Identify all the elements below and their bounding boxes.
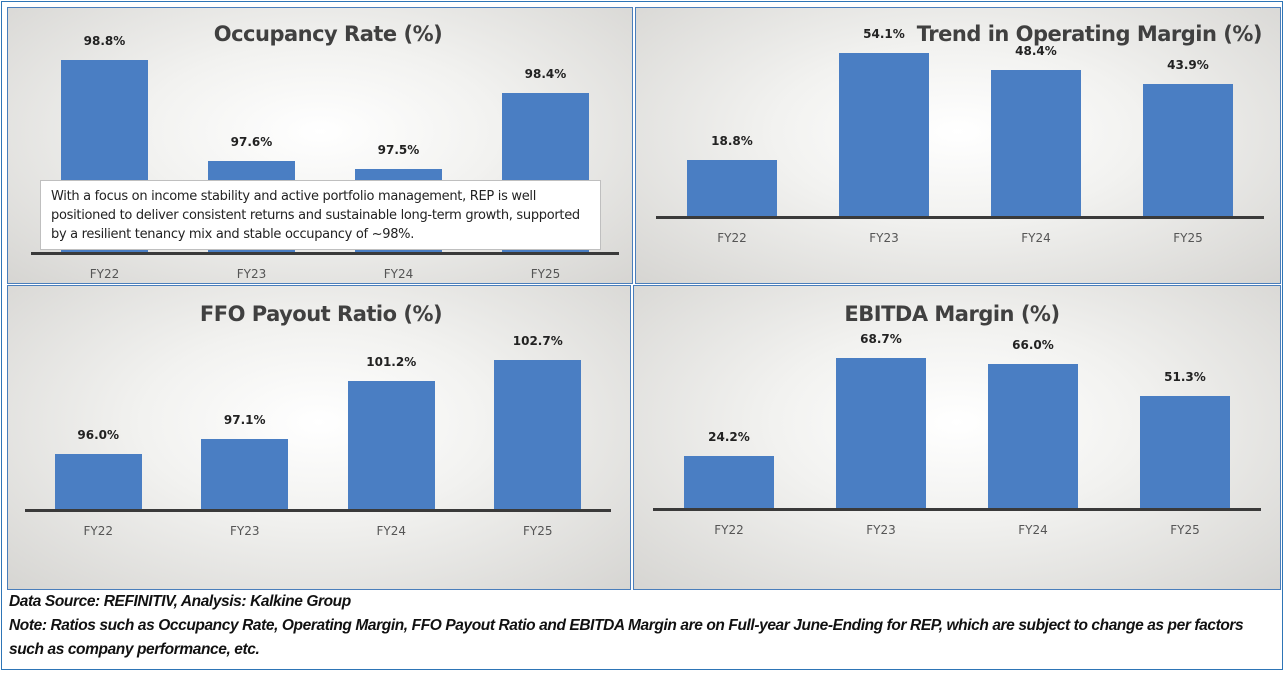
value-label: 24.2% <box>708 429 750 444</box>
chart-title: Occupancy Rate (%) <box>213 22 443 46</box>
plot-area: 96.0% FY22 97.1% FY23 101.2% FY24 102.7% FY25 <box>25 334 611 538</box>
category-label: FY22 <box>717 231 747 245</box>
value-label: 102.7% <box>512 334 563 349</box>
value-label: 18.8% <box>711 133 753 148</box>
data-source: Data Source: REFINITIV, Analysis: Kalkin… <box>9 593 351 610</box>
value-label: 54.1% <box>863 26 905 41</box>
value-label: 48.4% <box>1015 44 1057 59</box>
bar-fy23 <box>201 438 289 510</box>
footer: Data Source: REFINITIV, Analysis: Kalkin… <box>9 590 1279 662</box>
bar-fy25 <box>1142 83 1234 217</box>
value-label: 98.8% <box>83 33 126 48</box>
category-label: FY24 <box>1018 523 1048 537</box>
value-label: 51.3% <box>1164 370 1206 385</box>
value-label: 98.4% <box>524 67 567 82</box>
category-label: FY24 <box>1021 231 1051 245</box>
value-label: 68.7% <box>860 331 902 346</box>
category-label: FY22 <box>89 267 120 281</box>
category-label: FY22 <box>83 524 113 538</box>
value-label: 97.5% <box>377 143 420 157</box>
category-label: FY22 <box>714 523 744 537</box>
bar-fy25 <box>494 360 582 510</box>
category-label: FY23 <box>229 524 260 538</box>
value-label: 97.1% <box>223 412 266 427</box>
x-axis-line <box>656 216 1264 219</box>
bar-fy22 <box>54 454 142 510</box>
category-label: FY23 <box>236 267 267 281</box>
ffo-payout-chart: FFO Payout Ratio (%) 96.0% FY22 97.1% FY23 1… <box>7 285 631 590</box>
value-label: 43.9% <box>1167 57 1209 72</box>
ebitda-margin-chart: EBITDA Margin (%) 24.2% FY22 68.7% FY23 66.0… <box>633 285 1281 590</box>
category-label: FY25 <box>1170 523 1200 537</box>
bar-fy24 <box>990 70 1082 217</box>
value-label: 96.0% <box>77 428 120 442</box>
value-label: 101.2% <box>366 355 417 370</box>
footnote: Note: Ratios such as Occupancy Rate, Ope… <box>9 617 1244 658</box>
category-label: FY23 <box>866 523 896 537</box>
bar-fy23 <box>835 357 927 509</box>
category-label: FY23 <box>869 231 899 245</box>
bar-fy22 <box>686 159 778 217</box>
bar-fy22 <box>683 455 775 509</box>
plot-area: 18.8% FY22 54.1% FY23 48.4% FY24 43.9% FY25 <box>656 27 1264 245</box>
category-label: FY24 <box>383 267 414 281</box>
x-axis-line <box>25 509 611 512</box>
chart-title: Trend in Operating Margin (%) <box>916 22 1263 46</box>
value-label: 66.0% <box>1012 337 1054 352</box>
plot-area: 24.2% FY22 68.7% FY23 66.0% FY24 51.3% FY25 <box>653 331 1261 537</box>
bar-fy23 <box>838 52 930 217</box>
bar-fy24 <box>987 363 1079 509</box>
category-label: FY25 <box>1173 231 1203 245</box>
chart-title: FFO Payout Ratio (%) <box>199 302 443 326</box>
x-axis-line <box>31 252 619 255</box>
bar-fy25 <box>1139 396 1231 509</box>
annotation-textbox: With a focus on income stability and act… <box>40 180 601 250</box>
chart-title: EBITDA Margin (%) <box>844 302 1060 326</box>
bar-fy24 <box>347 381 435 510</box>
category-label: FY25 <box>522 524 553 538</box>
category-label: FY24 <box>376 524 406 538</box>
x-axis-line <box>653 508 1261 511</box>
operating-margin-chart: Trend in Operating Margin (%) 18.8% FY22 5… <box>635 7 1281 284</box>
category-label: FY25 <box>530 267 561 281</box>
value-label: 97.6% <box>230 134 273 149</box>
